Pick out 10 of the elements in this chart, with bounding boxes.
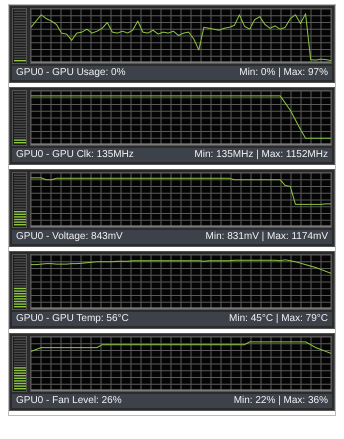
text: Min: 0% | Max: 97%	[239, 67, 328, 79]
text: Min: 45°C | Max: 79°C	[229, 313, 328, 325]
text: Min: 831mV | Max: 1174mV	[206, 231, 328, 243]
text: GPU0 - GPU Clk: 135MHz	[16, 149, 134, 161]
text: GPU0 - GPU Usage: 0%	[16, 67, 126, 79]
text: GPU0 - Voltage: 843mV	[16, 231, 123, 243]
text: GPU0 - GPU Temp: 56°C	[16, 313, 129, 325]
text: Min: 135MHz | Max: 1152MHz	[194, 149, 328, 161]
text: Min: 22% | Max: 36%	[234, 395, 328, 407]
text: GPU0 - Fan Level: 26%	[16, 395, 122, 407]
